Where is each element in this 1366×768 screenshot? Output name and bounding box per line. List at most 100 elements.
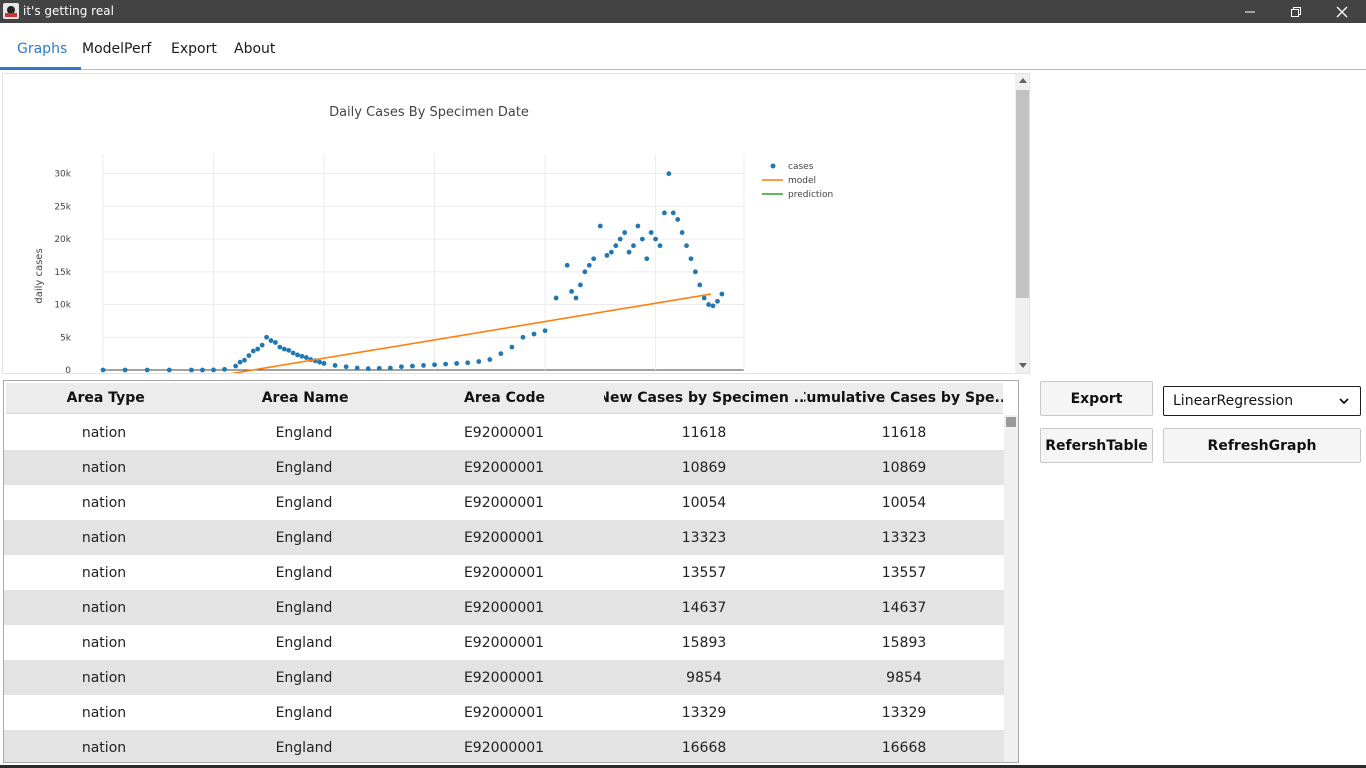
y-tick-label: 30k [54,170,71,180]
cases-point [719,291,725,297]
close-button[interactable] [1319,0,1365,23]
model-select[interactable]: LinearRegression [1163,386,1361,416]
table-cell: E92000001 [463,739,545,756]
table-cell: E92000001 [463,424,545,441]
cases-point [487,357,493,362]
tab-about[interactable]: About [234,41,276,57]
table-cell: nation [81,599,127,616]
table-cell: 14637 [681,599,727,616]
cases-point [509,344,515,350]
y-axis-label: daily cases [34,248,45,303]
table-cell: nation [81,704,127,721]
table-row[interactable]: nation England E92000001 11618 11618 [4,415,1004,450]
table-row[interactable]: nation England E92000001 15893 15893 [4,625,1004,660]
cases-point [715,298,720,304]
cases-point [701,295,707,301]
cases-point [122,367,128,373]
y-tick-label: 5k [60,333,72,343]
chevron-down-icon [1339,398,1349,405]
column-header-new-cases[interactable]: New Cases by Specimen ... [604,390,804,406]
y-tick-label: 0 [65,366,71,373]
table-row[interactable]: nation England E92000001 10869 10869 [4,450,1004,485]
cases-point [608,249,614,255]
refresh-table-button[interactable]: RefershTable [1040,428,1153,463]
table-row[interactable]: nation England E92000001 16668 16668 [4,730,1004,762]
table-cell: E92000001 [463,599,545,616]
export-button[interactable]: Export [1040,381,1153,416]
table-cell: England [275,424,333,441]
table-row[interactable]: nation England E92000001 13323 13323 [4,520,1004,555]
y-tick-label: 20k [54,235,71,245]
cases-point [303,355,309,360]
cases-point [591,256,597,262]
cases-point [476,359,482,364]
table-cell: 10869 [881,459,927,476]
cases-point [286,347,292,353]
cases-point [666,171,672,177]
table-cell: 11618 [681,424,727,441]
table-row[interactable]: nation England E92000001 10054 10054 [4,485,1004,520]
tab-graphs[interactable]: Graphs [17,41,68,57]
cases-point [321,361,327,366]
table-body: nation England E92000001 11618 11618 nation E… [4,415,1004,762]
cases-point [410,363,415,369]
cases-point [639,236,645,242]
scroll-down-icon[interactable] [1019,363,1027,368]
cases-point [626,249,632,255]
table-cell: 9854 [686,669,722,686]
table-row[interactable]: nation England E92000001 13557 13557 [4,555,1004,590]
column-header-area-type[interactable]: Area Type [66,390,145,406]
cases-point [597,223,603,229]
cases-point [688,256,694,262]
tab-modelperf[interactable]: ModelPerf [82,41,152,57]
table-cell: 15893 [881,634,927,651]
table-row[interactable]: nation England E92000001 13329 13329 [4,695,1004,730]
cases-point [454,361,460,366]
cases-point [290,350,296,356]
refresh-graph-button[interactable]: RefreshGraph [1163,428,1361,463]
table-cell: 13323 [681,529,727,546]
cases-point [670,210,676,216]
table-cell: England [275,564,333,581]
tab-export[interactable]: Export [171,41,217,57]
y-tick-label: 15k [54,268,71,278]
cases-point [692,269,698,275]
table-scrollbar[interactable] [1004,415,1018,762]
cases-point [246,353,252,358]
column-header-area-name[interactable]: Area Name [261,390,349,406]
column-header-cumulative-cases[interactable]: Cumulative Cases by Spe... [803,390,1004,406]
scroll-up-icon[interactable] [1019,78,1027,83]
cases-point [520,334,526,340]
window-title: it's getting real [23,4,114,18]
table-cell: England [275,599,333,616]
active-tab-indicator [0,67,81,70]
cases-point [657,243,663,249]
cases-point [644,256,650,262]
table-scrollbar-thumb[interactable] [1006,417,1016,427]
cases-point [317,359,323,365]
table-cell: nation [81,634,127,651]
table-row[interactable]: nation England E92000001 9854 9854 [4,660,1004,695]
cases-point [365,366,371,372]
table-header: Area Type Area Name Area Code New Cases … [6,383,1003,414]
legend-model-label: model [788,176,816,186]
cases-point [684,243,689,249]
graph-scrollbar-thumb[interactable] [1016,90,1029,298]
minimize-icon [1245,11,1255,12]
column-header-area-code[interactable]: Area Code [464,390,545,406]
table-cell: 10054 [681,494,727,511]
restore-button[interactable] [1273,0,1319,23]
model-line [230,293,711,373]
cases-point [573,295,579,301]
cases-point [582,269,588,275]
graph-scrollbar[interactable] [1015,74,1029,373]
cases-point [255,346,261,352]
cases-point [675,217,681,222]
table-cell: England [275,529,333,546]
table-cell: 10869 [681,459,727,476]
chart-legend: cases model prediction [762,162,833,200]
table-row[interactable]: nation England E92000001 14637 14637 [4,590,1004,625]
cases-chart: Daily Cases By Specimen Date daily cases… [34,105,833,373]
cases-point [250,348,256,354]
minimize-button[interactable] [1227,0,1273,23]
